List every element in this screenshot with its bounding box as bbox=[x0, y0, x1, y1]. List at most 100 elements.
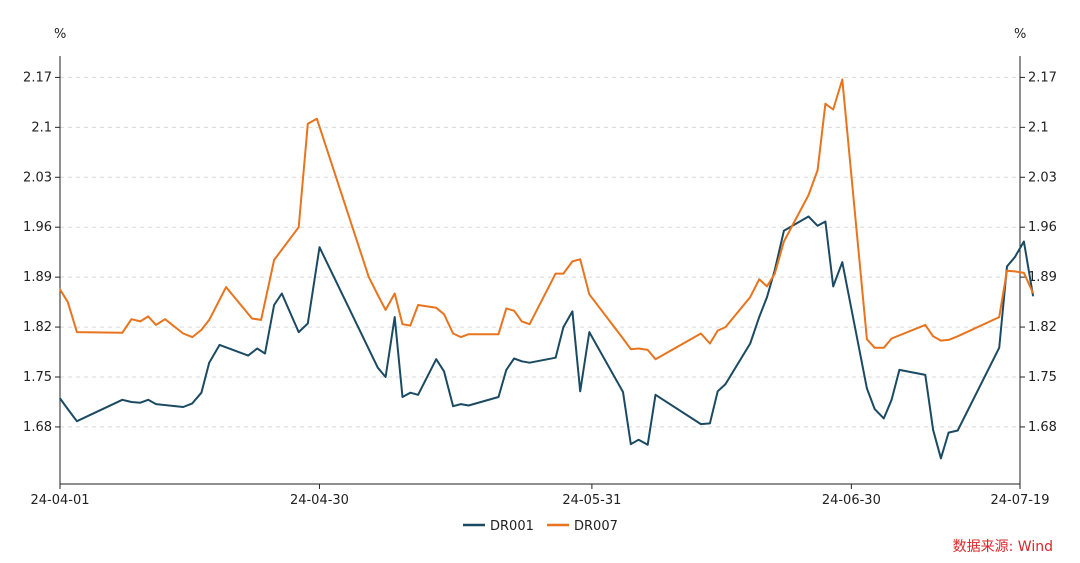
data-point bbox=[1023, 272, 1025, 274]
data-point bbox=[873, 347, 876, 349]
data-point bbox=[947, 431, 950, 434]
x-tick-label: 24-04-01 bbox=[30, 493, 89, 508]
data-point bbox=[59, 288, 61, 291]
data-point bbox=[824, 220, 827, 223]
data-point bbox=[377, 366, 379, 369]
data-point bbox=[318, 246, 321, 248]
data-point bbox=[956, 429, 959, 432]
data-point bbox=[749, 296, 751, 298]
y-tick-label-right: 1.82 bbox=[1028, 320, 1057, 335]
data-point bbox=[588, 293, 591, 296]
data-point bbox=[783, 240, 785, 243]
data-point bbox=[497, 333, 500, 336]
data-point bbox=[76, 420, 78, 423]
data-point bbox=[497, 396, 500, 398]
data-point bbox=[622, 391, 624, 393]
data-point bbox=[646, 444, 649, 446]
data-point bbox=[654, 394, 657, 396]
data-point bbox=[264, 352, 266, 355]
data-point bbox=[766, 296, 768, 298]
data-point bbox=[816, 169, 819, 171]
data-point bbox=[393, 316, 396, 318]
data-point bbox=[59, 397, 61, 400]
data-point bbox=[758, 316, 760, 318]
data-point bbox=[505, 369, 508, 371]
data-point bbox=[452, 405, 454, 408]
data-point bbox=[724, 383, 727, 385]
data-point bbox=[630, 443, 632, 445]
data-point bbox=[816, 225, 819, 227]
data-point bbox=[749, 342, 751, 345]
data-point bbox=[139, 320, 142, 323]
series-dr001 bbox=[59, 215, 1034, 460]
data-point bbox=[562, 272, 565, 275]
data-point bbox=[182, 406, 184, 408]
data-point bbox=[554, 356, 557, 359]
data-point bbox=[841, 261, 844, 264]
data-point bbox=[940, 339, 942, 342]
data-point bbox=[191, 402, 194, 405]
data-point bbox=[709, 422, 711, 425]
y-tick-label-right: 2.1 bbox=[1028, 120, 1049, 135]
data-point bbox=[758, 278, 760, 281]
data-point bbox=[200, 391, 203, 394]
data-point bbox=[700, 332, 702, 335]
data-point bbox=[528, 323, 531, 326]
data-point bbox=[774, 272, 776, 275]
data-point bbox=[452, 332, 454, 335]
series-line-dr001 bbox=[59, 215, 1034, 460]
data-point bbox=[807, 215, 810, 218]
left-y-unit: % bbox=[54, 27, 66, 42]
data-point bbox=[247, 354, 249, 357]
right-y-unit: % bbox=[1014, 27, 1026, 42]
data-point bbox=[824, 103, 827, 105]
data-point bbox=[637, 439, 640, 441]
data-point bbox=[121, 399, 124, 401]
data-point bbox=[256, 347, 259, 350]
data-point bbox=[579, 258, 581, 261]
data-point bbox=[273, 259, 275, 261]
data-point bbox=[654, 358, 657, 361]
data-point bbox=[435, 358, 438, 361]
data-point bbox=[783, 230, 785, 232]
data-point bbox=[505, 307, 508, 310]
data-point bbox=[1006, 265, 1008, 268]
data-point bbox=[443, 370, 445, 373]
data-point bbox=[571, 260, 574, 263]
gridlines bbox=[60, 76, 1020, 428]
y-tick-label-left: 2.1 bbox=[31, 120, 52, 135]
data-point bbox=[467, 404, 470, 407]
data-point bbox=[866, 338, 868, 341]
data-point bbox=[998, 316, 1000, 318]
data-point bbox=[409, 391, 412, 394]
x-tick-label: 24-05-31 bbox=[562, 493, 621, 508]
data-point bbox=[208, 361, 210, 364]
data-point bbox=[393, 292, 396, 295]
data-point bbox=[67, 301, 69, 303]
y-tick-label-left: 1.82 bbox=[23, 320, 52, 335]
data-point bbox=[716, 390, 719, 393]
y-tick-label-right: 1.96 bbox=[1028, 220, 1057, 235]
data-point bbox=[155, 403, 157, 405]
data-point bbox=[528, 361, 531, 364]
data-point bbox=[924, 374, 927, 376]
data-point bbox=[924, 324, 927, 326]
y-tick-label-left: 1.68 bbox=[23, 420, 52, 435]
data-point bbox=[368, 276, 370, 278]
data-point bbox=[130, 401, 133, 403]
data-point bbox=[417, 394, 419, 396]
data-point bbox=[890, 337, 893, 340]
data-point bbox=[307, 322, 309, 325]
data-point bbox=[218, 344, 221, 346]
data-point bbox=[191, 336, 194, 338]
data-point bbox=[384, 376, 387, 378]
data-point bbox=[435, 307, 438, 309]
data-point bbox=[1023, 240, 1025, 243]
data-point bbox=[200, 329, 203, 331]
data-point bbox=[622, 337, 624, 340]
data-point bbox=[579, 390, 581, 393]
data-point bbox=[890, 399, 893, 401]
data-point bbox=[297, 331, 300, 333]
data-point bbox=[281, 292, 283, 295]
